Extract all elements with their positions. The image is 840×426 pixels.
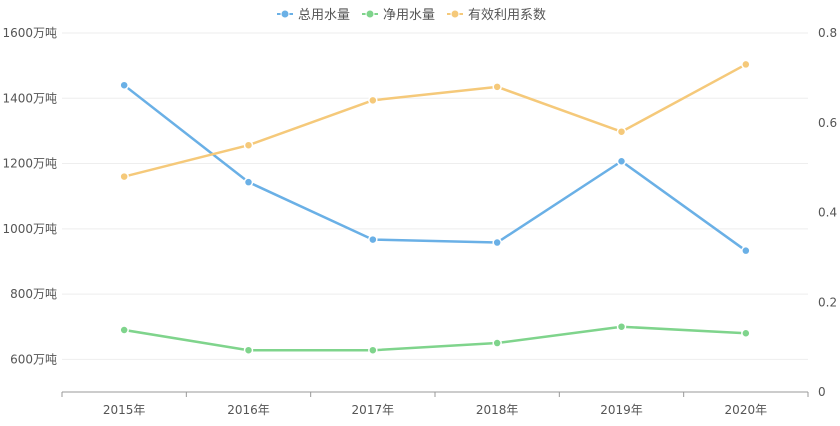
data-point[interactable]: [243, 177, 254, 187]
legend-marker-icon: [280, 9, 290, 19]
y-left-tick-label: 600万吨: [10, 352, 57, 366]
legend-marker-icon: [365, 9, 375, 19]
y-left-tick-label: 1000万吨: [2, 222, 57, 236]
series-line: [123, 63, 747, 178]
data-point[interactable]: [119, 171, 129, 182]
legend-label: 有效利用系数: [468, 8, 546, 23]
axes: 600万吨 800万吨 1000万吨 1200万吨 1400万吨 1600万吨 0 0.2 0.…: [2, 26, 837, 417]
data-point[interactable]: [368, 345, 378, 355]
y-right-tick-label: 0.8: [818, 26, 837, 40]
data-point[interactable]: [119, 325, 129, 335]
data-point[interactable]: [243, 345, 254, 355]
legend-item[interactable]: 总用水量: [277, 8, 350, 23]
y-left-tick-label: 1600万吨: [2, 26, 57, 40]
data-point[interactable]: [616, 321, 627, 332]
y-left-tick-label: 1200万吨: [2, 157, 57, 171]
series-line: [123, 325, 746, 352]
x-tick-label: 2019年: [600, 403, 643, 417]
y-right-tick-label: 0.6: [818, 116, 837, 130]
legend[interactable]: 总用水量 净用水量 有效利用系数: [277, 8, 546, 23]
data-point[interactable]: [741, 59, 751, 70]
data-point[interactable]: [741, 328, 751, 339]
x-tick-label: 2015年: [103, 403, 146, 417]
legend-item[interactable]: 有效利用系数: [447, 8, 546, 23]
legend-item[interactable]: 净用水量: [362, 8, 435, 23]
series-line: [123, 84, 747, 252]
legend-marker-icon: [450, 9, 460, 19]
y-right-tick-label: 0: [818, 385, 826, 399]
x-tick-label: 2020年: [725, 403, 768, 417]
y-right-tick-label: 0.2: [818, 295, 837, 309]
data-point[interactable]: [616, 126, 627, 137]
legend-label: 总用水量: [298, 8, 350, 23]
data-point[interactable]: [741, 245, 751, 256]
data-point[interactable]: [492, 338, 502, 348]
data-point[interactable]: [368, 95, 378, 106]
y-right-tick-label: 0.4: [818, 206, 837, 220]
grid-lines: [62, 32, 808, 360]
data-point[interactable]: [616, 156, 627, 167]
series-layer: [119, 59, 751, 355]
data-point[interactable]: [368, 234, 378, 245]
data-point[interactable]: [119, 80, 129, 90]
data-point[interactable]: [492, 237, 502, 248]
y-left-tick-label: 1400万吨: [2, 91, 57, 105]
x-tick-label: 2018年: [476, 403, 519, 417]
data-point[interactable]: [243, 140, 254, 150]
y-left-tick-label: 800万吨: [10, 287, 57, 301]
x-tick-label: 2016年: [227, 403, 270, 417]
series-净用水量: [119, 321, 751, 355]
series-有效利用系数: [119, 59, 751, 182]
series-总用水量: [119, 80, 751, 256]
legend-label: 净用水量: [383, 8, 435, 23]
data-point[interactable]: [492, 82, 502, 92]
x-tick-label: 2017年: [352, 403, 395, 417]
